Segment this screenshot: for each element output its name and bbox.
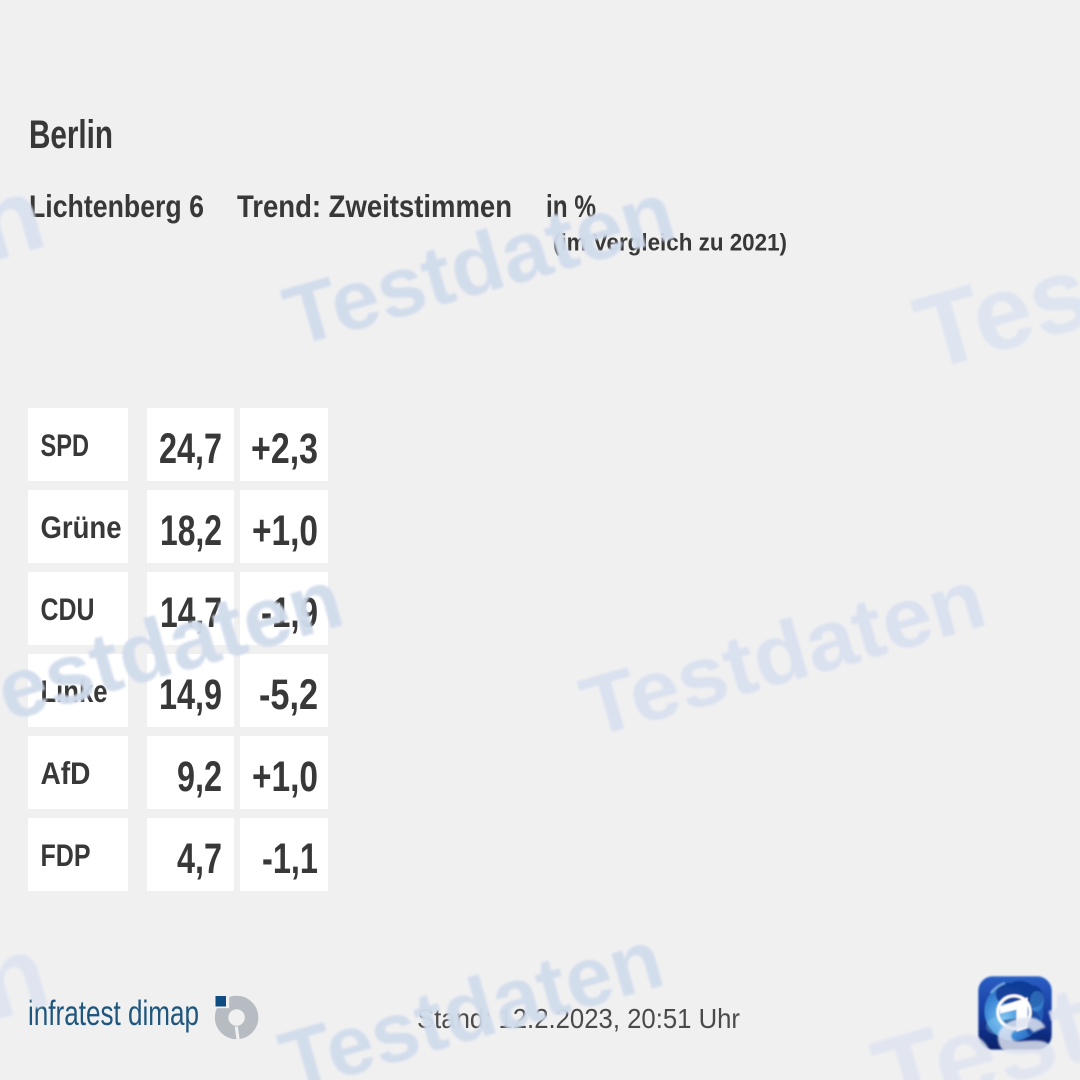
svg-text:CDU: CDU (41, 591, 95, 627)
svg-text:Linke: Linke (41, 673, 108, 709)
svg-text:9,2: 9,2 (177, 754, 222, 801)
svg-text:+1,0: +1,0 (252, 508, 318, 555)
svg-text:Trend: Zweitstimmen: Trend: Zweitstimmen (237, 188, 512, 224)
svg-text:SPD: SPD (41, 427, 90, 463)
svg-text:infratest dimap: infratest dimap (28, 994, 199, 1033)
svg-text:24,7: 24,7 (159, 426, 222, 473)
svg-text:AfD: AfD (41, 755, 91, 791)
svg-text:Stand: 12.2.2023, 20:51 Uhr: Stand: 12.2.2023, 20:51 Uhr (417, 1003, 740, 1034)
svg-text:Lichtenberg 6: Lichtenberg 6 (29, 188, 204, 224)
svg-text:Grüne: Grüne (41, 509, 122, 545)
svg-text:-1,1: -1,1 (262, 836, 318, 883)
svg-text:-5,2: -5,2 (259, 672, 318, 719)
svg-text:+1,0: +1,0 (252, 754, 318, 801)
svg-text:18,2: 18,2 (160, 508, 222, 555)
svg-text:14,7: 14,7 (160, 590, 222, 637)
svg-text:+2,3: +2,3 (251, 426, 318, 473)
svg-text:in %: in % (546, 188, 596, 224)
svg-text:(im Vergleich zu 2021): (im Vergleich zu 2021) (553, 230, 787, 257)
svg-text:Berlin: Berlin (29, 113, 113, 157)
svg-text:4,7: 4,7 (177, 836, 222, 883)
svg-text:14,9: 14,9 (159, 672, 222, 719)
svg-text:-1,9: -1,9 (261, 590, 318, 637)
svg-text:FDP: FDP (41, 837, 91, 873)
